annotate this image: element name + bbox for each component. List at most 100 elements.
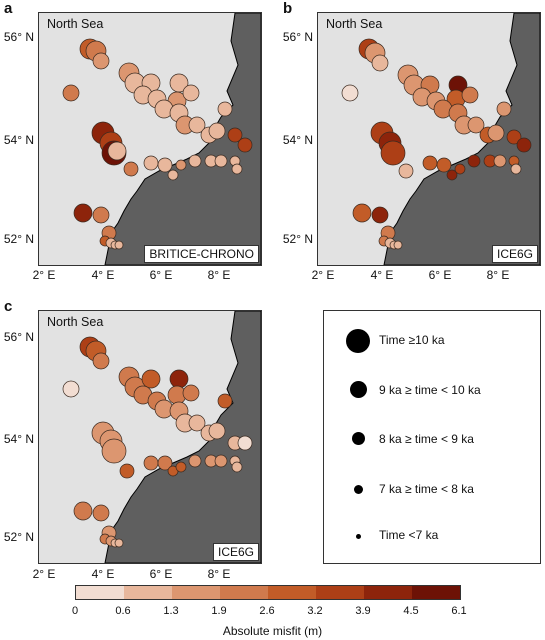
lat-tick: 56° N (3, 30, 34, 44)
map-panel-b: North Sea ICE6G (317, 12, 541, 266)
site-marker (101, 438, 127, 464)
site-marker (169, 369, 189, 389)
site-marker (217, 101, 233, 117)
legend-label: 8 ka ≥ time < 9 ka (379, 432, 474, 446)
site-marker (92, 352, 110, 370)
misfit-colorbar (75, 585, 461, 600)
lon-tick: 4° E (91, 567, 115, 581)
legend-label: Time ≥10 ka (379, 333, 445, 347)
site-marker (114, 538, 124, 548)
sea-label: North Sea (47, 315, 104, 329)
site-marker (188, 414, 206, 432)
legend-marker-largest (346, 329, 370, 353)
site-marker (380, 140, 406, 166)
colorbar-bin (220, 586, 268, 599)
site-marker (175, 159, 187, 171)
lat-tick: 52° N (282, 232, 313, 246)
site-marker (62, 380, 80, 398)
legend-label: 9 ka ≥ time < 10 ka (379, 383, 481, 397)
legend-entry: 7 ka ≥ time < 8 ka (324, 474, 540, 504)
panel-letter-c: c (4, 298, 13, 315)
site-marker (214, 454, 228, 468)
colorbar-tick-label: 3.2 (307, 605, 323, 617)
site-marker (92, 206, 110, 224)
colorbar-bin (172, 586, 220, 599)
site-marker (493, 154, 507, 168)
site-marker (510, 163, 522, 175)
panel-letter-b: b (283, 0, 293, 17)
model-label: ICE6G (491, 245, 538, 263)
legend-label: 7 ka ≥ time < 8 ka (379, 482, 474, 496)
site-marker (352, 203, 372, 223)
lon-tick: 2° E (32, 268, 56, 282)
site-marker (506, 129, 522, 145)
site-marker (141, 369, 161, 389)
lon-tick: 6° E (149, 268, 173, 282)
site-marker (393, 240, 403, 250)
lat-tick: 54° N (282, 133, 313, 147)
site-marker (237, 435, 253, 451)
site-marker (143, 155, 159, 171)
colorbar-tick-label: 6.1 (451, 605, 467, 617)
site-marker (422, 155, 438, 171)
map-panel-c: North Sea ICE6G (38, 310, 262, 564)
legend-entry: Time ≥10 ka (324, 325, 540, 355)
site-marker (143, 455, 159, 471)
model-label: BRITICE-CHRONO (144, 245, 259, 263)
site-marker (157, 455, 173, 471)
site-marker (92, 504, 110, 522)
legend-marker-small (354, 485, 363, 494)
lat-tick: 56° N (3, 330, 34, 344)
lat-tick: 52° N (3, 530, 34, 544)
legend-entry: 9 ka ≥ time < 10 ka (324, 375, 540, 405)
site-marker (92, 52, 110, 70)
map-canvas-b (341, 13, 540, 265)
site-marker (123, 161, 139, 177)
site-marker (182, 84, 200, 102)
map-canvas-c (62, 311, 261, 563)
site-marker (208, 122, 226, 140)
site-marker (217, 393, 233, 409)
site-marker (188, 116, 206, 134)
map-canvas-a (62, 13, 261, 265)
site-marker (496, 101, 512, 117)
colorbar-tick-label: 4.5 (403, 605, 419, 617)
site-marker (182, 384, 200, 402)
lon-tick: 2° E (32, 567, 56, 581)
site-marker (371, 54, 389, 72)
sea-label: North Sea (326, 17, 383, 31)
lon-tick: 8° E (486, 268, 510, 282)
colorbar-bin (412, 586, 460, 599)
legend-marker-medium (352, 432, 365, 445)
site-marker (107, 141, 127, 161)
site-marker (114, 240, 124, 250)
site-marker (119, 463, 135, 479)
colorbar-bin (268, 586, 316, 599)
legend-label: Time <7 ka (379, 528, 439, 542)
site-marker (231, 163, 243, 175)
site-marker (73, 203, 93, 223)
site-marker (227, 127, 243, 143)
site-marker (175, 461, 187, 473)
colorbar-bin (316, 586, 364, 599)
site-marker (62, 84, 80, 102)
site-marker (454, 163, 466, 175)
lat-tick: 54° N (3, 432, 34, 446)
colorbar-tick-label: 1.3 (163, 605, 179, 617)
site-marker (398, 163, 414, 179)
site-marker (467, 116, 485, 134)
lon-tick: 2° E (311, 268, 335, 282)
lat-tick: 52° N (3, 232, 34, 246)
lon-tick: 8° E (207, 567, 231, 581)
colorbar-label: Absolute misfit (m) (222, 624, 323, 638)
map-panel-a: North Sea BRITICE-CHRONO (38, 12, 262, 266)
site-marker (214, 154, 228, 168)
site-marker (157, 157, 173, 173)
time-legend: Time ≥10 ka 9 ka ≥ time < 10 ka 8 ka ≥ t… (323, 310, 541, 564)
lat-tick: 56° N (282, 30, 313, 44)
colorbar-bin (76, 586, 124, 599)
site-marker (436, 157, 452, 173)
panel-letter-a: a (4, 0, 13, 17)
site-marker (487, 124, 505, 142)
lon-tick: 6° E (428, 268, 452, 282)
